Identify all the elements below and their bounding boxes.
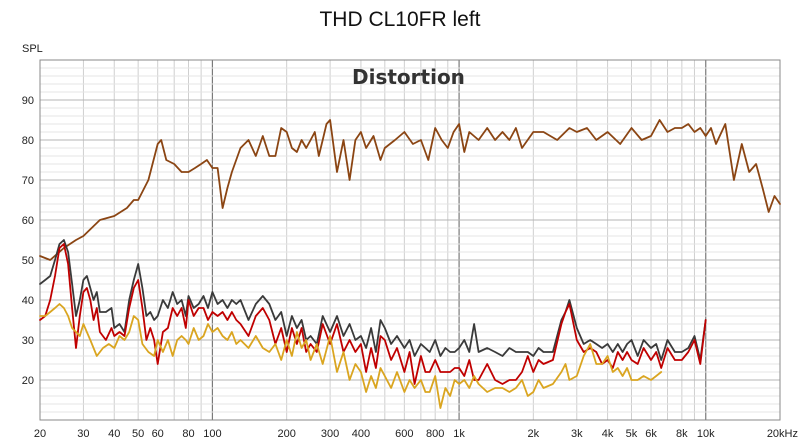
series-line-3 [39,243,707,385]
y-tick-label: 70 [22,175,34,187]
series-line-4 [39,303,663,409]
x-tick-label: 400 [352,428,370,440]
grid-layer [39,60,781,420]
x-tick-label: 4k [602,428,614,440]
label-layer: 20 30 40 50 60 70 80 90 20 30 40 50 60 80 100 200 300 400… [22,95,798,440]
chart-annotation: Distortion [352,65,465,89]
x-tick-label: 50 [132,428,144,440]
y-tick-label: 20 [22,375,34,387]
x-tick-label: 30 [77,428,89,440]
x-tick-label: 80 [182,428,194,440]
y-tick-label: 30 [22,335,34,347]
series-line-1 [39,119,781,261]
y-tick-label: 60 [22,215,34,227]
x-tick-label: 1k [453,428,465,440]
series-layer [39,119,781,409]
y-tick-label: 90 [22,95,34,107]
x-tick-label: 8k [676,428,688,440]
x-tick-label: 20kHz [767,428,798,440]
series-line-2 [39,239,707,361]
x-tick-label: 5k [626,428,638,440]
x-tick-label: 200 [277,428,295,440]
x-tick-label: 60 [152,428,164,440]
x-tick-label: 100 [203,428,221,440]
x-tick-label: 20 [34,428,46,440]
x-tick-label: 300 [321,428,339,440]
chart-title: THD CL10FR left [319,8,481,31]
y-tick-label: 50 [22,255,34,267]
plot-frame [39,59,781,421]
y-tick-label: 40 [22,295,34,307]
x-tick-label: 40 [108,428,120,440]
x-tick-label: 800 [426,428,444,440]
x-tick-label: 10k [697,428,715,440]
x-tick-label: 3k [571,428,583,440]
y-tick-label: 80 [22,135,34,147]
x-tick-label: 600 [395,428,413,440]
x-tick-label: 6k [645,428,657,440]
y-axis-label: SPL [22,43,43,55]
x-tick-label: 2k [528,428,540,440]
